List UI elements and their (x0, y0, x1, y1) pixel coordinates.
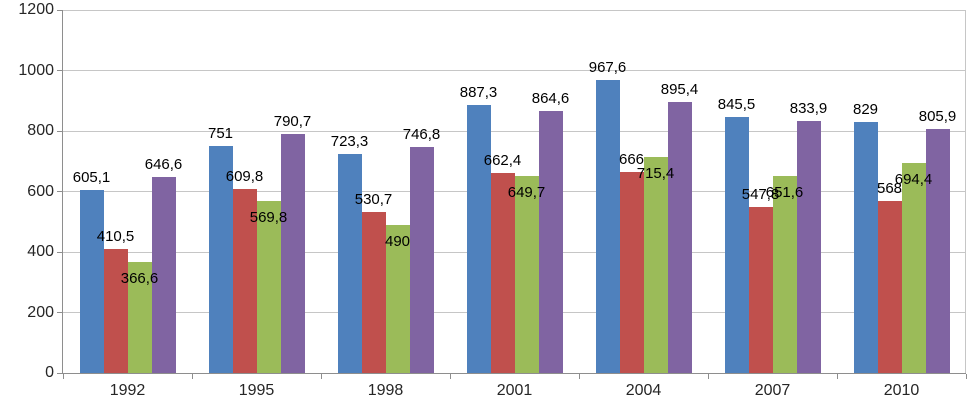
x-axis-tick (191, 374, 193, 379)
bar-red-1998 (361, 212, 386, 373)
bar-blue-1992 (79, 189, 104, 373)
bar-red-2001 (490, 172, 515, 373)
data-label-blue-2001: 887,3 (459, 83, 498, 101)
data-label-green-1998: 490 (384, 232, 411, 250)
plot-area: 0 200 400 600 800 1000 1200 1992 1995 1998 2001 200… (18, 1, 967, 399)
data-label-green-2010: 694,4 (894, 170, 933, 188)
data-label-blue-1998: 723,3 (330, 133, 369, 151)
bar-green-2001 (514, 176, 539, 373)
gridline (63, 70, 966, 71)
y-axis-tick (57, 191, 62, 192)
data-label-purple-2001: 864,6 (531, 90, 570, 108)
data-label-purple-2010: 805,9 (918, 108, 957, 126)
data-label-red-2010: 568 (876, 180, 903, 198)
y-axis-label: 800 (27, 122, 54, 139)
bar-blue-1995 (208, 145, 233, 373)
x-axis-tick (578, 374, 580, 379)
data-label-green-1992: 366,6 (120, 270, 159, 288)
y-axis-label: 600 (27, 182, 54, 200)
bar-purple-2001 (538, 111, 563, 373)
y-axis-label: 1200 (18, 1, 54, 18)
bar-green-1998 (385, 224, 410, 373)
y-axis-tick (57, 70, 62, 71)
x-axis-category-label: 2010 (883, 382, 920, 399)
bar-green-1995 (256, 200, 281, 373)
data-label-green-2004: 715,4 (636, 164, 675, 182)
data-label-blue-1992: 605,1 (72, 168, 111, 186)
data-label-purple-1992: 646,6 (144, 156, 183, 174)
bar-red-2004 (619, 171, 644, 373)
bar-purple-1998 (409, 147, 434, 373)
bar-purple-2004 (667, 102, 692, 373)
x-axis-category-label: 2004 (625, 382, 662, 399)
data-label-purple-2007: 833,9 (789, 99, 828, 117)
data-label-blue-1995: 751 (207, 124, 234, 142)
x-axis-category-label: 2007 (754, 382, 791, 399)
bar-green-2007 (772, 175, 797, 373)
bar-red-1995 (232, 188, 257, 373)
y-axis-label: 0 (45, 364, 54, 381)
data-label-green-2001: 649,7 (507, 184, 546, 202)
bar-red-2007 (748, 207, 773, 373)
bar-red-1992 (103, 248, 128, 373)
bar-green-1992 (127, 262, 152, 373)
bar-blue-2001 (466, 104, 491, 373)
bar-purple-2007 (796, 120, 821, 373)
x-axis-category-label: 1992 (109, 382, 146, 399)
y-axis-tick (57, 9, 62, 11)
bar-blue-2004 (595, 80, 620, 373)
y-axis-tick (57, 251, 62, 253)
y-axis-tick (57, 130, 62, 132)
bar-blue-2007 (724, 117, 749, 373)
x-axis-category-label: 1998 (367, 382, 404, 399)
data-label-red-2001: 662,4 (483, 151, 522, 169)
y-axis-label: 400 (27, 243, 54, 260)
data-label-blue-2010: 829 (852, 101, 879, 119)
x-axis-line (62, 373, 966, 374)
gridline (63, 130, 966, 132)
data-label-blue-2004: 967,6 (588, 59, 627, 77)
bar-green-2004 (643, 156, 668, 373)
data-label-red-2007: 547,8 (741, 186, 780, 204)
x-axis-tick (707, 374, 709, 379)
gridline (63, 9, 966, 11)
y-axis-label: 1000 (18, 61, 54, 79)
x-axis-tick (836, 374, 838, 379)
data-label-purple-1995: 790,7 (273, 112, 312, 130)
y-axis-tick (57, 312, 62, 313)
x-axis-tick (320, 374, 322, 379)
bar-blue-1998 (337, 154, 362, 373)
data-label-blue-2007: 845,5 (717, 96, 756, 114)
bar-red-2010 (877, 201, 902, 373)
data-label-red-1995: 609,8 (225, 167, 264, 185)
bar-purple-1995 (280, 133, 305, 373)
data-label-purple-2004: 895,4 (660, 81, 699, 99)
data-label-green-2007: 651,6 (765, 183, 804, 201)
y-axis-line (62, 10, 63, 373)
data-label-red-1992: 410,5 (96, 227, 135, 245)
bar-purple-1992 (151, 177, 176, 373)
bar-green-2010 (901, 162, 926, 373)
data-label-red-1998: 530,7 (354, 191, 393, 209)
x-axis-category-label: 2001 (496, 382, 533, 399)
x-axis-tick (62, 374, 64, 379)
bar-blue-2010 (853, 122, 878, 373)
x-axis-category-label: 1995 (238, 382, 275, 399)
x-axis-tick (965, 374, 967, 379)
bar-purple-2010 (925, 129, 950, 373)
data-label-green-1995: 569,8 (249, 208, 288, 226)
data-label-purple-1998: 746,8 (402, 126, 441, 144)
y-axis-tick (57, 372, 62, 374)
x-axis-tick (449, 374, 451, 379)
data-label-red-2004: 666 (618, 150, 645, 168)
y-axis-label: 200 (27, 303, 54, 321)
